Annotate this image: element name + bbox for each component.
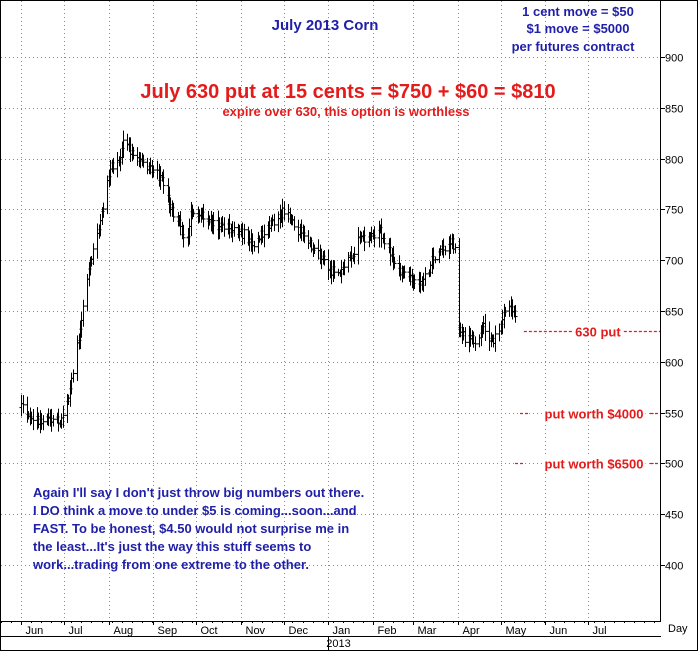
- commentary-line-1: Again I'll say I don't just throw big nu…: [33, 485, 364, 500]
- commentary: Again I'll say I don't just throw big nu…: [32, 485, 364, 572]
- x-tick-label: Nov: [246, 625, 266, 637]
- reference-label-bg: [542, 406, 646, 422]
- x-tick-label: Feb: [378, 625, 397, 637]
- y-tick-label: 500: [665, 459, 683, 471]
- subheadline: expire over 630, this option is worthles…: [222, 104, 469, 119]
- reference-lines: 630 put put worth $4000 put worth $6500: [515, 324, 660, 472]
- x-tick-label: Jan: [333, 625, 351, 637]
- y-tick-label: 750: [665, 205, 683, 217]
- chart-title: July 2013 Corn: [272, 17, 379, 34]
- y-tick-label: 550: [665, 409, 683, 421]
- contract-note-line-1: 1 cent move = $50: [522, 4, 634, 19]
- y-tick-label: 600: [665, 358, 683, 370]
- y-tick-label: 400: [665, 561, 683, 573]
- price-bars: [19, 130, 518, 434]
- y-tick-label: 700: [665, 256, 683, 268]
- x-tick-label: Aug: [114, 625, 134, 637]
- x-tick-label: Oct: [201, 625, 218, 637]
- x-tick-label: Jul: [69, 625, 83, 637]
- y-tick-label: 850: [665, 104, 683, 116]
- contract-note-line-2: $1 move = $5000: [527, 21, 630, 36]
- reference-label-bg: [542, 456, 646, 472]
- x-tick-label: Mar: [418, 625, 437, 637]
- y-tick-label: 650: [665, 307, 683, 319]
- y-tick-label: 450: [665, 510, 683, 522]
- x-tick-label: Apr: [463, 625, 480, 637]
- y-tick-label: 900: [665, 53, 683, 65]
- x-tick-label: Dec: [289, 625, 309, 637]
- reference-label: put worth $6500: [545, 457, 644, 472]
- x-tick-label: Jun: [26, 625, 44, 637]
- commentary-line-5: work...trading from one extreme to the o…: [32, 557, 309, 572]
- contract-note-line-3: per futures contract: [512, 39, 635, 54]
- headline: July 630 put at 15 cents = $750 + $60 = …: [140, 81, 555, 103]
- reference-label: put worth $4000: [545, 407, 644, 422]
- x-tick-label: Jun: [550, 625, 568, 637]
- x-year-label: 2013: [326, 638, 350, 650]
- commentary-line-4: the least...It's just the way this stuff…: [33, 539, 311, 554]
- reference-label: 630 put: [575, 325, 621, 340]
- x-axis-ticks: Jun Jul Aug Sep Oct Nov Dec Jan Feb Mar Apr May Jun J…: [1, 621, 655, 651]
- x-tick-label: May: [506, 625, 527, 637]
- commentary-line-3: FAST. To be honest, $4.50 would not surp…: [33, 521, 349, 536]
- y-tick-label: 800: [665, 155, 683, 167]
- x-unit-label: Day: [668, 623, 688, 635]
- commentary-line-2: I DO think a move to under $5 is coming.…: [33, 503, 357, 518]
- gridlines: [1, 1, 660, 621]
- y-axis-ticks: 400 450 500 550 600 650 700 750 800 850 900: [660, 53, 683, 573]
- reference-label-bg: [573, 324, 624, 340]
- x-tick-label: Jul: [593, 625, 607, 637]
- x-tick-label: Sep: [158, 625, 178, 637]
